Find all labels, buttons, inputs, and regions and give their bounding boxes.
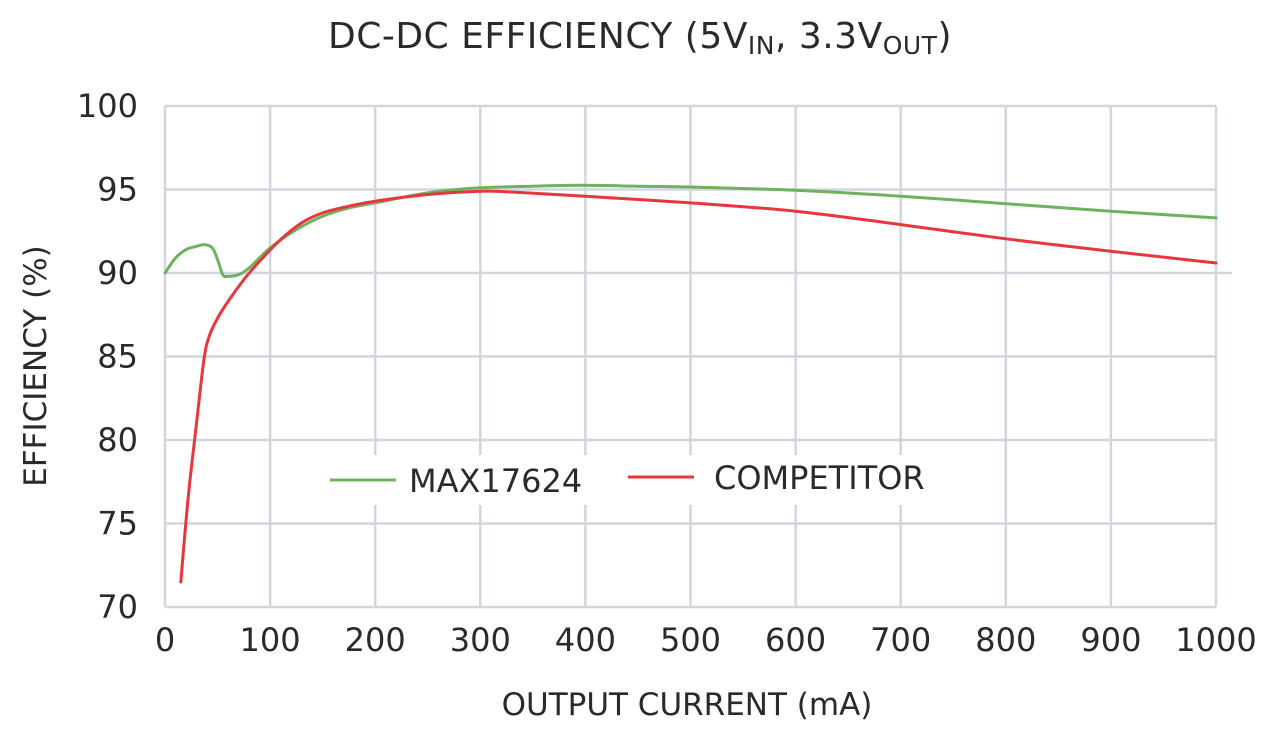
y-tick-label: 70 [97,588,138,626]
grid [163,104,1232,609]
series-line-max17624 [163,183,1218,279]
legend-background [318,455,958,505]
y-axis-title: EFFICIENCY (%) [18,245,54,487]
x-tick-label: 300 [450,621,511,659]
y-tick-label: 100 [77,87,138,125]
series-line-competitor [179,189,1218,584]
x-tick-label: 600 [765,621,826,659]
x-tick-label: 800 [975,621,1036,659]
legend: MAX17624 COMPETITOR [318,455,958,505]
legend-label-competitor: COMPETITOR [714,459,925,497]
legend-label-max17624: MAX17624 [409,462,582,500]
y-tick-label: 75 [97,505,138,543]
y-tick-label: 85 [97,338,138,376]
x-tick-label: 1000 [1175,621,1256,659]
y-tick-label: 80 [97,421,138,459]
x-tick-label: 900 [1080,621,1141,659]
x-tick-label: 700 [870,621,931,659]
chart-title: DC-DC EFFICIENCY (5VIN, 3.3VOUT) [327,16,952,60]
x-tick-label: 0 [155,621,175,659]
x-tick-label: 100 [240,621,301,659]
y-tick-label: 95 [97,171,138,209]
x-tick-label: 400 [555,621,616,659]
x-axis-title: OUTPUT CURRENT (mA) [502,687,873,723]
x-tick-label: 500 [660,621,721,659]
axis-titles: OUTPUT CURRENT (mA) EFFICIENCY (%) [18,245,872,723]
series [163,183,1218,584]
x-tick-label: 200 [345,621,406,659]
y-tick-label: 90 [97,254,138,292]
